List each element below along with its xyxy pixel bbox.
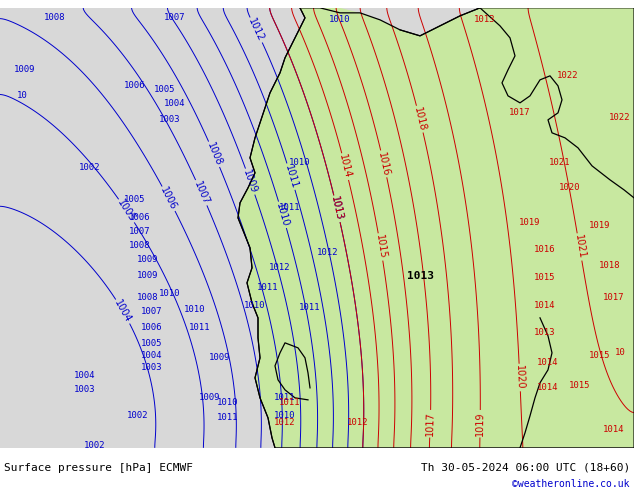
Polygon shape xyxy=(238,8,634,448)
Text: 1015: 1015 xyxy=(534,273,556,282)
Text: 1015: 1015 xyxy=(373,234,387,260)
Text: 1019: 1019 xyxy=(475,412,485,436)
Text: 1009: 1009 xyxy=(209,353,231,362)
Text: 1004: 1004 xyxy=(141,351,163,360)
Text: 1017: 1017 xyxy=(425,411,436,436)
Text: ©weatheronline.co.uk: ©weatheronline.co.uk xyxy=(512,479,630,489)
Text: 1004: 1004 xyxy=(113,298,133,324)
Text: 1013: 1013 xyxy=(534,328,556,337)
Text: 1017: 1017 xyxy=(603,294,624,302)
Text: 1021: 1021 xyxy=(549,158,571,168)
Text: 1005: 1005 xyxy=(141,340,163,348)
Text: 1020: 1020 xyxy=(514,365,526,390)
Text: 1022: 1022 xyxy=(609,113,631,122)
Text: Th 30-05-2024 06:00 UTC (18+60): Th 30-05-2024 06:00 UTC (18+60) xyxy=(421,463,630,473)
Text: 1003: 1003 xyxy=(159,115,181,124)
Text: 1006: 1006 xyxy=(129,213,151,222)
Text: 1016: 1016 xyxy=(534,245,556,254)
Text: 1014: 1014 xyxy=(537,358,559,368)
Text: 1006: 1006 xyxy=(141,323,163,332)
Text: 1003: 1003 xyxy=(74,385,96,394)
Text: 1010: 1010 xyxy=(329,15,351,24)
Text: 1014: 1014 xyxy=(603,425,624,434)
Text: 1016: 1016 xyxy=(377,151,391,177)
Text: 1012: 1012 xyxy=(247,17,266,43)
Text: 1010: 1010 xyxy=(159,290,181,298)
Text: 1011: 1011 xyxy=(275,393,295,402)
Text: 1012: 1012 xyxy=(317,248,339,257)
Text: 1007: 1007 xyxy=(192,179,210,206)
Text: 1010: 1010 xyxy=(275,202,290,228)
Text: 1022: 1022 xyxy=(557,72,579,80)
Text: 1005: 1005 xyxy=(115,198,138,224)
Text: 1015: 1015 xyxy=(589,351,611,360)
Text: 1002: 1002 xyxy=(84,441,106,450)
Text: 1011: 1011 xyxy=(190,323,210,332)
Text: 1011: 1011 xyxy=(217,414,239,422)
Text: 1007: 1007 xyxy=(129,227,151,236)
Text: 1013: 1013 xyxy=(330,196,344,222)
Text: 1014: 1014 xyxy=(537,383,559,392)
Text: 1009: 1009 xyxy=(242,169,259,195)
Text: 1004: 1004 xyxy=(164,99,186,108)
Text: 1021: 1021 xyxy=(573,234,586,260)
Text: 10: 10 xyxy=(16,91,27,100)
Text: 1008: 1008 xyxy=(44,13,66,23)
Text: 1004: 1004 xyxy=(74,371,96,380)
Text: 1002: 1002 xyxy=(79,163,101,172)
Text: 1005: 1005 xyxy=(124,196,146,204)
Text: 1018: 1018 xyxy=(599,261,621,270)
Text: 1014: 1014 xyxy=(337,153,353,180)
Text: 1010: 1010 xyxy=(289,158,311,168)
Text: 1012: 1012 xyxy=(347,418,369,427)
Text: 1012: 1012 xyxy=(269,263,291,272)
Text: 1008: 1008 xyxy=(205,141,223,168)
Text: 1019: 1019 xyxy=(519,219,541,227)
Text: Surface pressure [hPa] ECMWF: Surface pressure [hPa] ECMWF xyxy=(4,463,193,473)
Text: 1010: 1010 xyxy=(244,301,266,310)
Text: 1014: 1014 xyxy=(534,301,556,310)
Text: 1008: 1008 xyxy=(137,294,158,302)
Text: 1009: 1009 xyxy=(14,65,36,74)
Text: 1011: 1011 xyxy=(279,398,301,407)
Text: 1012: 1012 xyxy=(275,418,295,427)
Text: 1011: 1011 xyxy=(299,303,321,312)
Text: 1009: 1009 xyxy=(199,393,221,402)
Text: 1010: 1010 xyxy=(275,411,295,420)
Text: 1010: 1010 xyxy=(217,398,239,407)
Text: 1008: 1008 xyxy=(129,242,151,250)
Text: 1020: 1020 xyxy=(559,183,581,193)
Text: 1013: 1013 xyxy=(406,271,434,281)
Text: 1017: 1017 xyxy=(509,108,531,117)
Text: 1007: 1007 xyxy=(164,13,186,23)
Text: 1015: 1015 xyxy=(569,381,591,391)
Text: 1005: 1005 xyxy=(154,85,176,95)
Text: 1010: 1010 xyxy=(184,305,206,315)
Text: 1009: 1009 xyxy=(137,255,158,264)
Text: 1006: 1006 xyxy=(124,81,146,90)
Text: 10: 10 xyxy=(614,348,625,357)
Text: 1018: 1018 xyxy=(412,106,427,132)
Text: 1013: 1013 xyxy=(474,15,496,24)
Text: 1009: 1009 xyxy=(137,271,158,280)
Text: 1003: 1003 xyxy=(141,364,163,372)
Text: 1007: 1007 xyxy=(141,307,163,317)
Text: 1011: 1011 xyxy=(279,203,301,212)
Text: 1019: 1019 xyxy=(589,221,611,230)
Text: 1002: 1002 xyxy=(127,411,149,420)
Text: 1011: 1011 xyxy=(283,164,299,190)
Text: 1011: 1011 xyxy=(257,283,279,293)
Text: 1006: 1006 xyxy=(158,186,179,212)
Text: 1013: 1013 xyxy=(330,196,344,222)
